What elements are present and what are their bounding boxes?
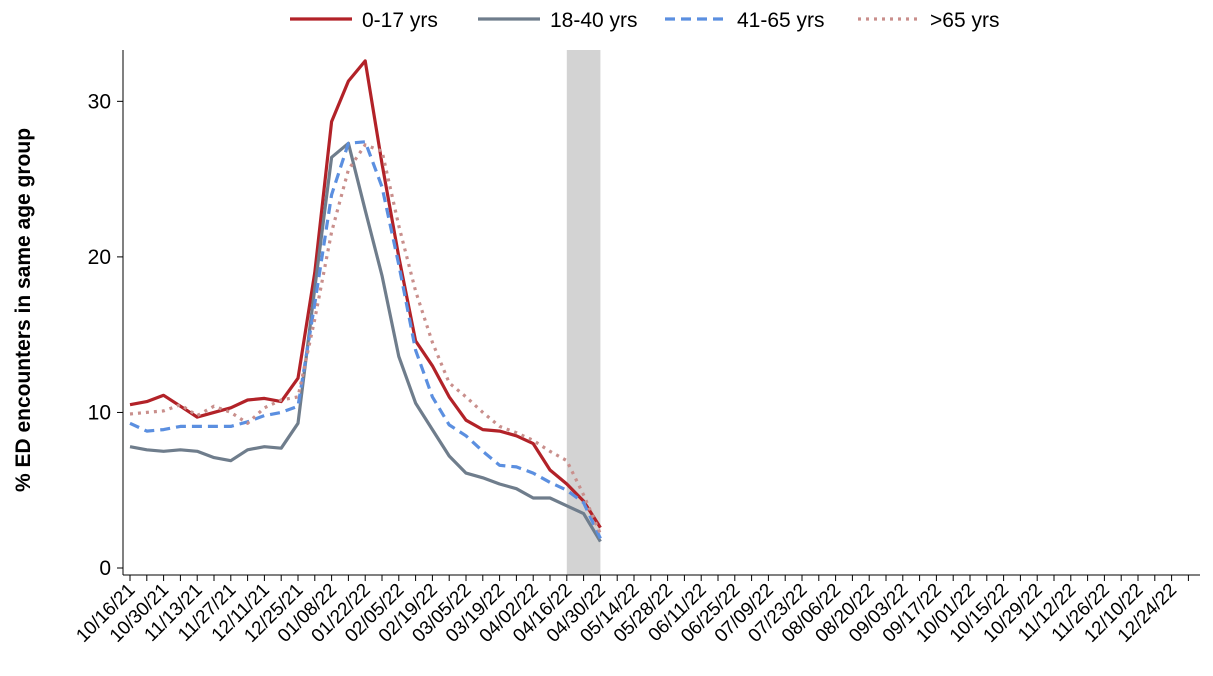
highlight-band [566,50,601,575]
series-line [129,140,602,540]
y-axis-label: % ED encounters in same age group [12,128,35,492]
series-line [129,59,602,529]
legend-label: 18-40 yrs [550,9,638,32]
legend-label: >65 yrs [930,9,999,32]
y-tick-label: 10 [88,401,111,424]
series-line [129,141,602,543]
series-line [129,143,602,535]
legend-label: 41-65 yrs [737,9,825,32]
legend-label: 0-17 yrs [362,9,438,32]
y-tick-label: 0 [99,557,111,580]
y-tick-label: 20 [88,246,111,269]
y-tick-label: 30 [88,90,111,113]
